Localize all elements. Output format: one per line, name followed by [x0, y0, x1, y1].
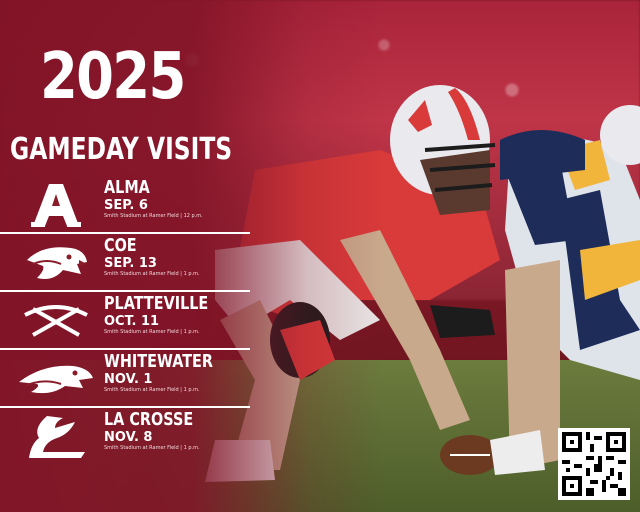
coe-kohawk-logo-icon	[16, 238, 96, 288]
divider	[0, 232, 250, 234]
opponent-name: COE	[104, 235, 137, 256]
opponent-name: PLATTEVILLE	[104, 293, 209, 314]
la-crosse-eagle-logo-icon	[16, 412, 96, 462]
opponent-name: ALMA	[104, 177, 150, 198]
game-venue: Smith Stadium at Ramer Field | 12 p.m.	[104, 213, 203, 219]
game-item-platteville: PLATTEVILLE OCT. 11 Smith Stadium at Ram…	[0, 292, 260, 350]
divider	[0, 406, 250, 408]
game-item-alma: ALMA SEP. 6 Smith Stadium at Ramer Field…	[0, 176, 260, 234]
game-venue: Smith Stadium at Ramer Field | 1 p.m.	[104, 387, 200, 393]
game-venue: Smith Stadium at Ramer Field | 1 p.m.	[104, 271, 200, 277]
opponent-name: WHITEWATER	[104, 351, 213, 372]
season-year: 2025	[40, 40, 186, 114]
divider	[0, 290, 250, 292]
divider	[0, 348, 250, 350]
game-date: NOV. 1	[104, 372, 153, 387]
schedule-list: ALMA SEP. 6 Smith Stadium at Ramer Field…	[0, 176, 260, 466]
page-title: GAMEDAY VISITS	[10, 132, 233, 167]
game-item-la-crosse: LA CROSSE NOV. 8 Smith Stadium at Ramer …	[0, 408, 260, 466]
qr-code-icon[interactable]	[558, 428, 630, 500]
game-date: SEP. 6	[104, 198, 148, 213]
game-date: NOV. 8	[104, 430, 153, 445]
game-item-coe: COE SEP. 13 Smith Stadium at Ramer Field…	[0, 234, 260, 292]
alma-a-logo-icon	[16, 180, 96, 230]
game-date: SEP. 13	[104, 256, 157, 271]
game-venue: Smith Stadium at Ramer Field | 1 p.m.	[104, 329, 200, 335]
whitewater-hawk-logo-icon	[16, 354, 96, 404]
opponent-name: LA CROSSE	[104, 409, 194, 430]
platteville-pickaxes-logo-icon	[16, 296, 96, 346]
game-item-whitewater: WHITEWATER NOV. 1 Smith Stadium at Ramer…	[0, 350, 260, 408]
game-date: OCT. 11	[104, 314, 160, 329]
game-venue: Smith Stadium at Ramer Field | 1 p.m.	[104, 445, 200, 451]
